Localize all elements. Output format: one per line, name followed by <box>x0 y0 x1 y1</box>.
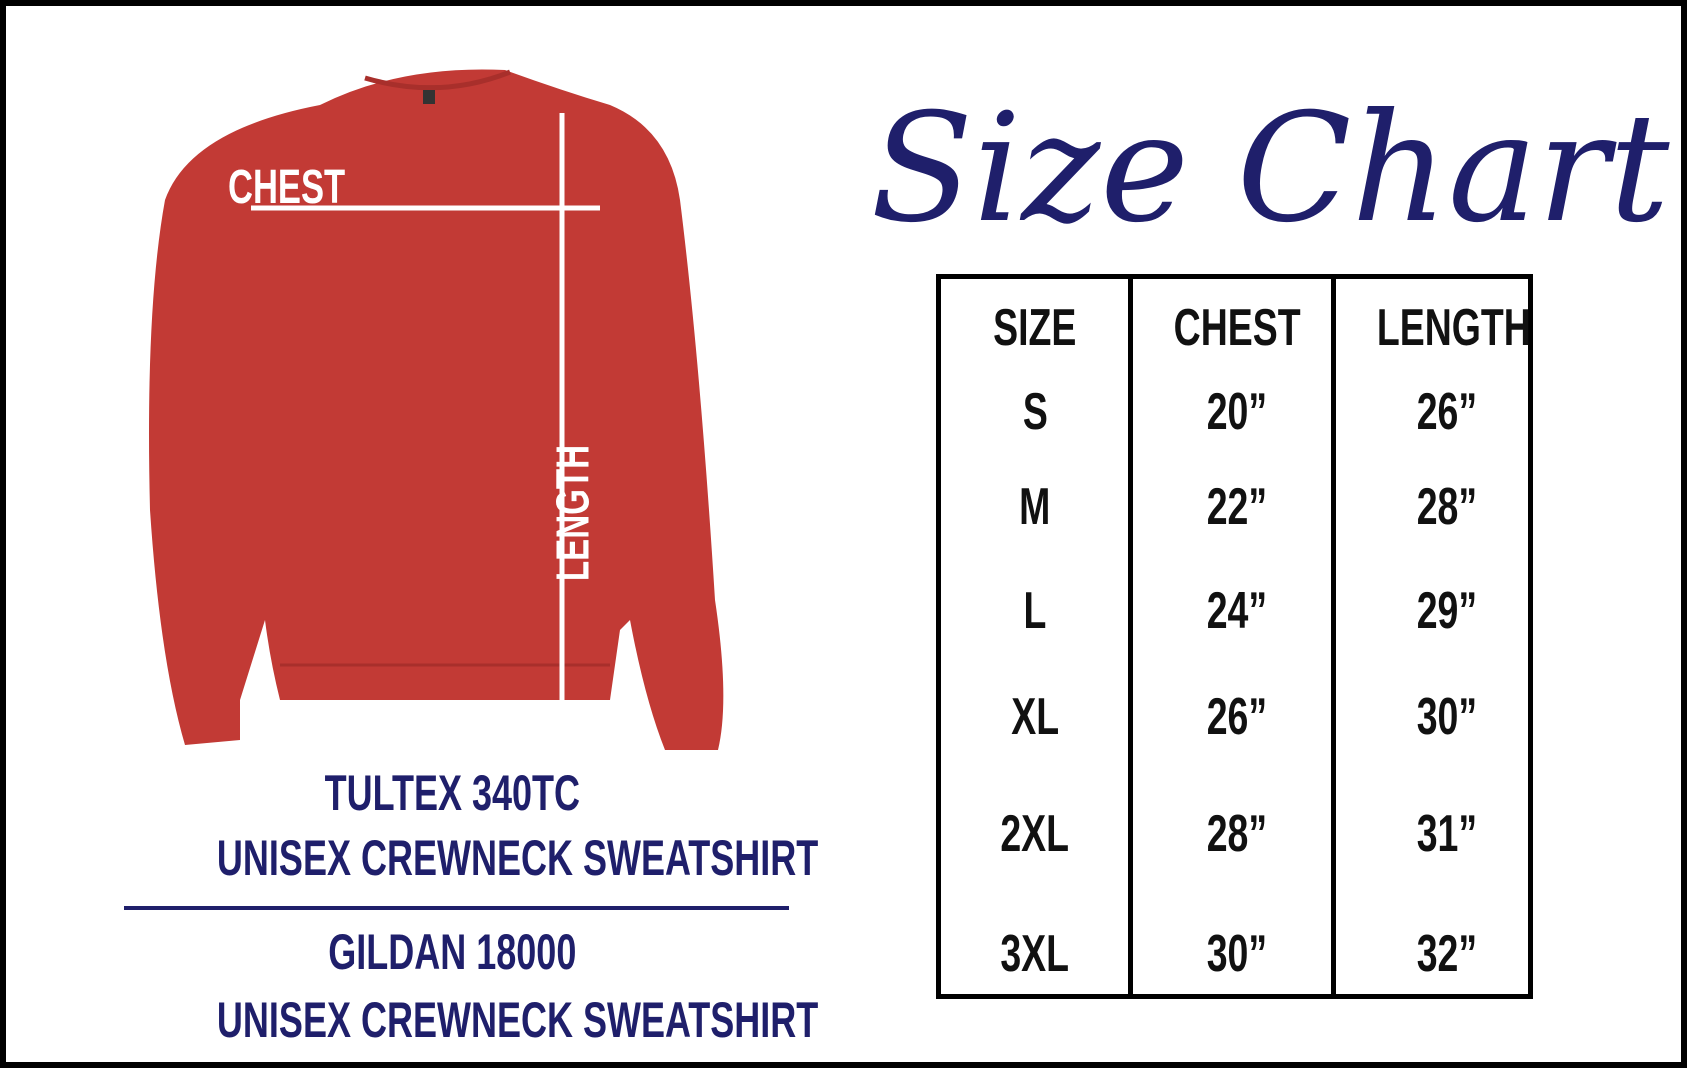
table-cell: 29” <box>1416 582 1478 640</box>
table-cell: XL <box>1011 688 1059 746</box>
table-header: SIZE <box>993 299 1077 357</box>
table-cell: 26” <box>1416 383 1478 441</box>
table-cell: 28” <box>1416 478 1478 536</box>
sweatshirt-body <box>149 69 724 750</box>
column-divider <box>1331 279 1336 994</box>
title-text: Size Chart <box>871 82 1671 256</box>
size-chart-title: Size Chart <box>871 82 1671 256</box>
table-cell: 30” <box>1206 925 1268 983</box>
product-divider <box>124 906 789 910</box>
table-cell: 32” <box>1416 925 1478 983</box>
column-divider <box>1128 279 1133 994</box>
chest-label: CHEST <box>228 161 346 214</box>
product-1-model: TULTEX 340TC <box>324 765 580 821</box>
table-header: LENGTH <box>1376 299 1531 357</box>
table-cell: 2XL <box>1000 805 1070 863</box>
product-1-description: UNISEX CREWNECK SWEATSHIRT <box>216 830 819 886</box>
table-cell: M <box>1019 478 1051 536</box>
table-cell: 26” <box>1206 688 1268 746</box>
table-cell: 24” <box>1206 582 1268 640</box>
table-cell: 28” <box>1206 805 1268 863</box>
table-cell: 3XL <box>1000 925 1070 983</box>
product-2-description: UNISEX CREWNECK SWEATSHIRT <box>216 992 819 1048</box>
table-cell: 31” <box>1416 805 1478 863</box>
product-2-model: GILDAN 18000 <box>327 924 577 980</box>
table-cell: 22” <box>1206 478 1268 536</box>
table-cell: L <box>1023 582 1047 640</box>
sweatshirt-image <box>149 69 724 750</box>
table-cell: S <box>1022 383 1048 441</box>
length-label: LENGTH <box>546 444 599 582</box>
table-cell: 30” <box>1416 688 1478 746</box>
size-table: SIZE CHEST LENGTH S 20” 26” M 22” 28” L 24” 29” XL 26… <box>936 274 1533 999</box>
table-header: CHEST <box>1173 299 1301 357</box>
table-cell: 20” <box>1206 383 1268 441</box>
